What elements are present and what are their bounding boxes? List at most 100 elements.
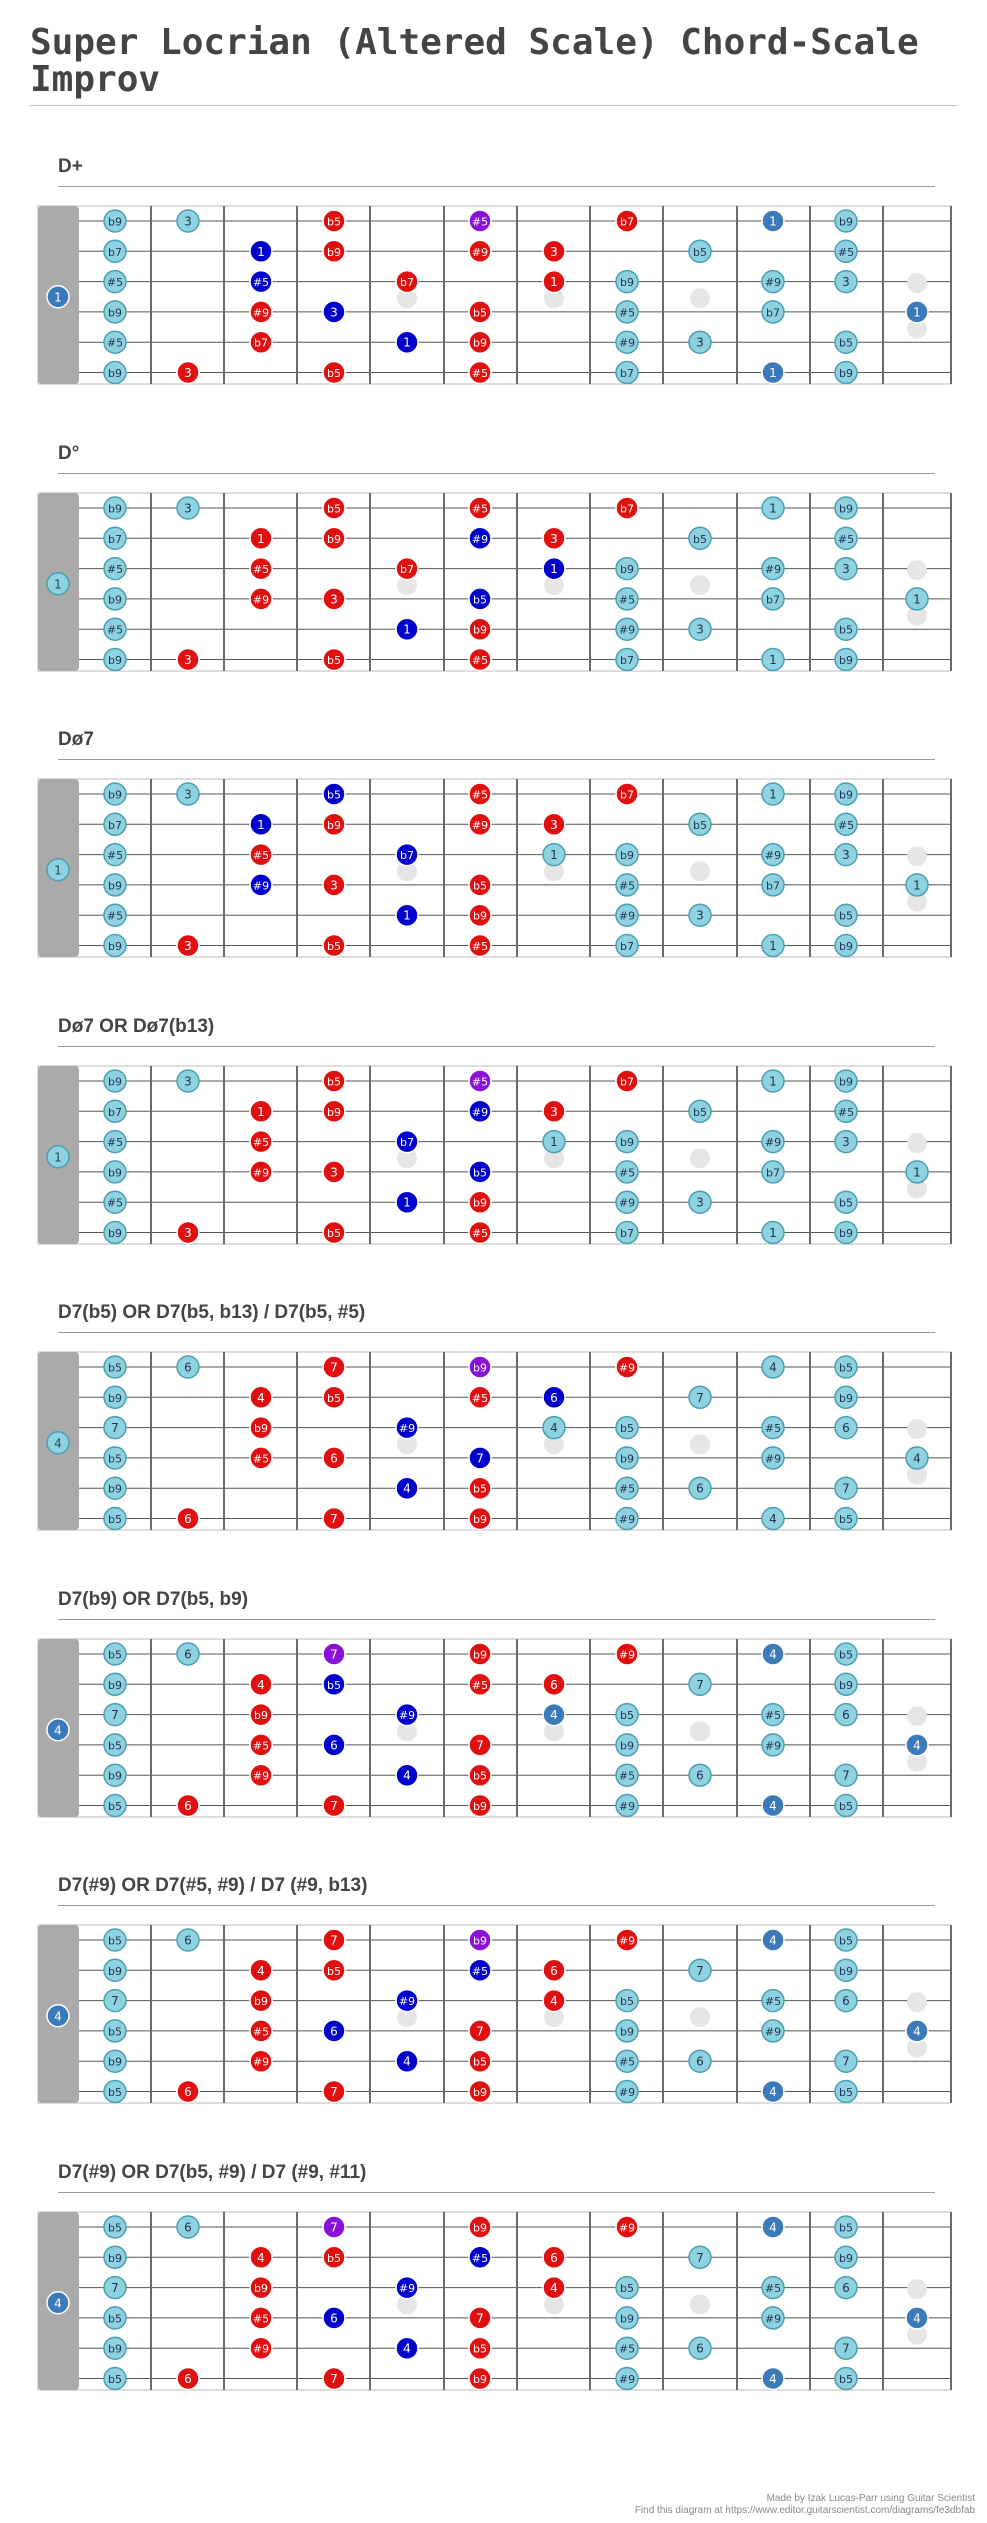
note-marker: #5: [615, 300, 639, 324]
diagram-title-divider: [58, 759, 935, 760]
note-dot: [834, 1190, 858, 1214]
note-label: 6: [330, 2024, 338, 2038]
note-marker: b9: [468, 617, 492, 641]
note-marker: b5: [322, 1958, 346, 1983]
note-label: b5: [327, 1392, 341, 1405]
fret-inlay: [907, 318, 927, 339]
note-dot: [395, 1763, 419, 1787]
note-dot: [615, 556, 639, 581]
note-label: b5: [473, 306, 487, 319]
note-dot: [834, 2366, 858, 2391]
note-marker: #9: [249, 587, 273, 611]
note-dot: [103, 1763, 127, 1787]
note-dot: [615, 2336, 639, 2360]
note-dot: [46, 2291, 70, 2315]
note-dot: [761, 269, 785, 294]
note-marker: #5: [615, 587, 639, 611]
note-label: b5: [108, 2312, 122, 2325]
note-label: #5: [472, 789, 488, 802]
note-label: #5: [619, 593, 635, 606]
note-marker: b5: [103, 2215, 127, 2239]
note-dot: [615, 933, 639, 958]
note-dot: [688, 1099, 712, 1124]
note-dot: [176, 1355, 200, 1379]
note-dot: [176, 1928, 200, 1952]
note-marker: 4: [761, 2366, 785, 2391]
note-label: b7: [620, 940, 634, 953]
note-dot: [395, 269, 419, 294]
note-dot: [395, 1476, 419, 1500]
note-marker: #9: [249, 1763, 273, 1787]
note-marker: 3: [542, 526, 566, 551]
note-label: #5: [253, 849, 269, 862]
note-label: 3: [330, 1165, 338, 1179]
note-dot: [468, 903, 492, 927]
note-marker: b9: [834, 2245, 858, 2270]
note-label: 6: [550, 1678, 558, 1692]
note-marker: b5: [688, 1099, 712, 1124]
fret-inlay: [397, 288, 417, 309]
note-marker: b5: [468, 873, 492, 897]
note-label: 1: [54, 290, 62, 304]
note-label: #5: [107, 1197, 123, 1210]
note-marker: 7: [834, 1476, 858, 1500]
note-marker: #9: [615, 1190, 639, 1214]
note-marker: b5: [322, 360, 346, 385]
note-dot: [834, 1702, 858, 1727]
note-label: #5: [253, 1739, 269, 1752]
fret-inlay: [907, 2037, 927, 2058]
note-dot: [542, 526, 566, 551]
note-marker: b5: [322, 647, 346, 672]
note-dot: [834, 1793, 858, 1818]
note-dot: [834, 1642, 858, 1666]
note-marker: #5: [834, 1099, 858, 1124]
note-dot: [176, 1220, 200, 1245]
note-dot: [249, 1385, 273, 1410]
fret-inlay: [544, 1148, 564, 1169]
note-label: #9: [619, 910, 635, 923]
note-label: b9: [108, 1392, 122, 1405]
note-label: b9: [108, 1227, 122, 1240]
note-label: 1: [769, 788, 777, 802]
note-label: #5: [472, 940, 488, 953]
note-label: b5: [693, 819, 707, 832]
note-label: 3: [184, 1075, 192, 1089]
note-label: 4: [403, 1482, 411, 1496]
note-label: 1: [54, 577, 62, 591]
note-marker: 7: [322, 1355, 346, 1379]
fret-inlay: [907, 2324, 927, 2345]
note-dot: [103, 647, 127, 672]
note-label: 1: [769, 939, 777, 953]
note-dot: [468, 1190, 492, 1214]
note-dot: [103, 2049, 127, 2073]
fretboard-background: [37, 1065, 952, 1245]
note-marker: b5: [103, 1355, 127, 1379]
note-marker: #5: [468, 1069, 492, 1093]
note-label: 1: [550, 848, 558, 862]
note-label: 6: [184, 1799, 192, 1813]
note-dot: [834, 556, 858, 581]
note-label: 1: [550, 275, 558, 289]
note-marker: b5: [103, 2306, 127, 2330]
note-dot: [688, 2049, 712, 2073]
note-marker: 7: [103, 1988, 127, 2013]
note-label: b5: [839, 1513, 853, 1526]
note-dot: [103, 617, 127, 641]
note-marker: 4: [249, 1385, 273, 1410]
note-label: #5: [619, 1770, 635, 1783]
note-dot: [834, 2049, 858, 2073]
fret-inlay: [690, 1148, 710, 1169]
note-dot: [395, 1988, 419, 2013]
note-dot: [761, 2366, 785, 2391]
note-dot: [322, 1355, 346, 1379]
diagram-title: D7(#9) OR D7(#5, #9) / D7 (#9, b13): [58, 1875, 368, 1896]
note-dot: [249, 2306, 273, 2330]
note-label: #9: [399, 1995, 415, 2008]
note-label: b9: [108, 1770, 122, 1783]
note-dot: [103, 2306, 127, 2330]
note-label: 1: [257, 818, 265, 832]
note-marker: #9: [615, 2366, 639, 2391]
note-dot: [761, 2079, 785, 2104]
note-label: b7: [620, 503, 634, 516]
note-dot: [176, 1506, 200, 1531]
